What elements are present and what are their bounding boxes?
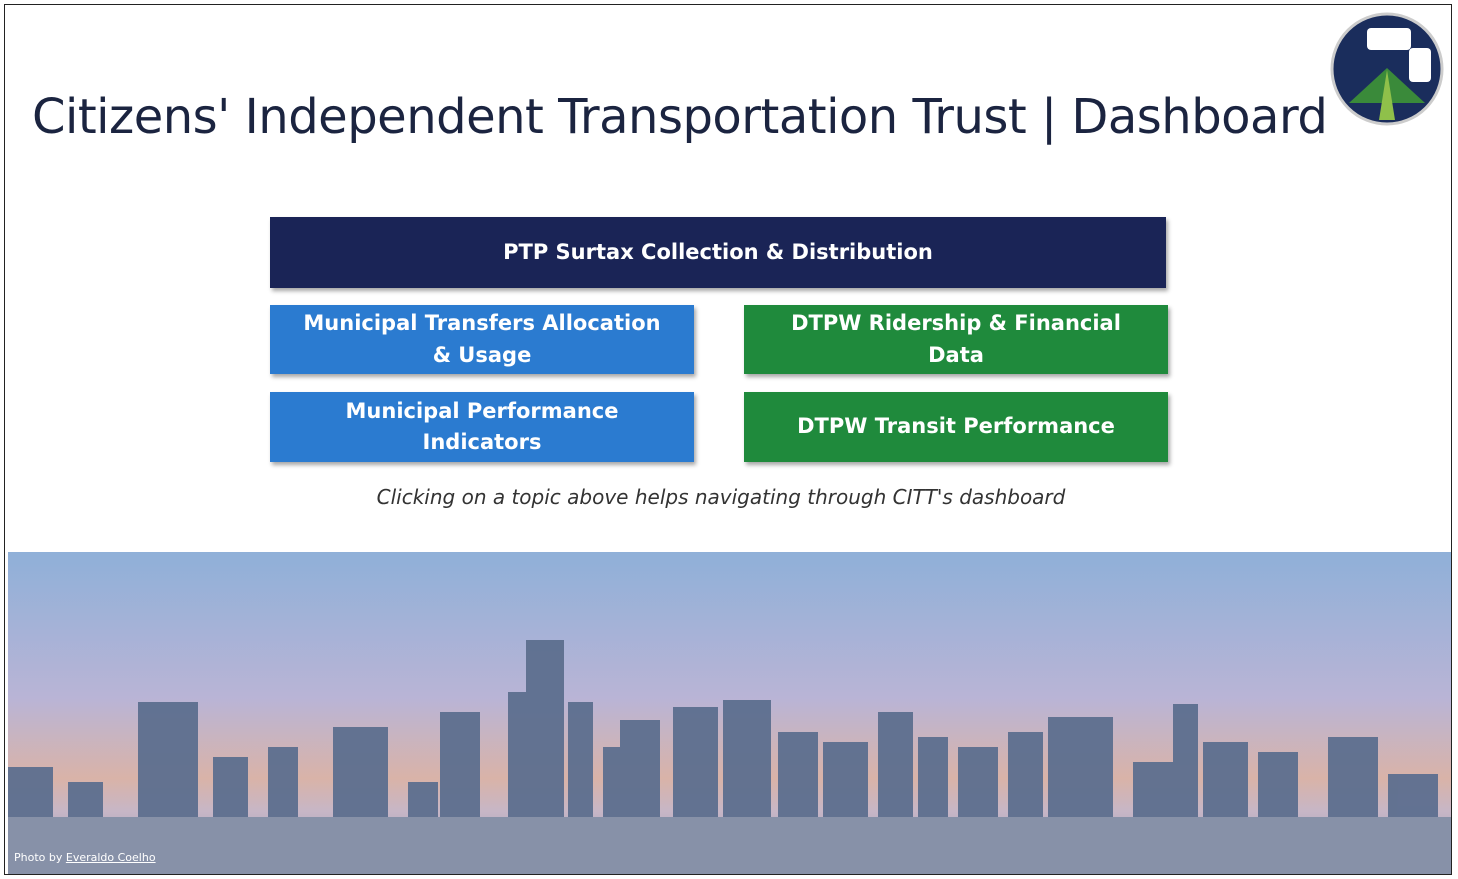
note: Clicking on a topic above helps navigati… xyxy=(271,485,1171,509)
skyline-photo xyxy=(8,552,1452,875)
photo-credit: Photo by Everaldo Coelho xyxy=(14,851,156,864)
credit-link[interactable]: Everaldo Coelho xyxy=(66,851,156,864)
credit-prefix: Photo by xyxy=(14,851,62,864)
nav-button[interactable]: DTPW Ridership & Financial Data xyxy=(744,305,1168,374)
nav-button[interactable]: DTPW Transit Performance xyxy=(744,392,1168,462)
title: Citizens' Independent Transportation Tru… xyxy=(32,89,1327,145)
nav-button[interactable]: Municipal Performance Indicators xyxy=(270,392,694,462)
dashboard: Citizens' Independent Transportation Tru… xyxy=(4,4,1452,875)
page: Citizens' Independent Transportation Tru… xyxy=(0,0,1458,879)
nav-button[interactable]: PTP Surtax Collection & Distribution xyxy=(270,217,1166,288)
nav-button[interactable]: Municipal Transfers Allocation & Usage xyxy=(270,305,694,374)
logo xyxy=(1329,8,1445,130)
